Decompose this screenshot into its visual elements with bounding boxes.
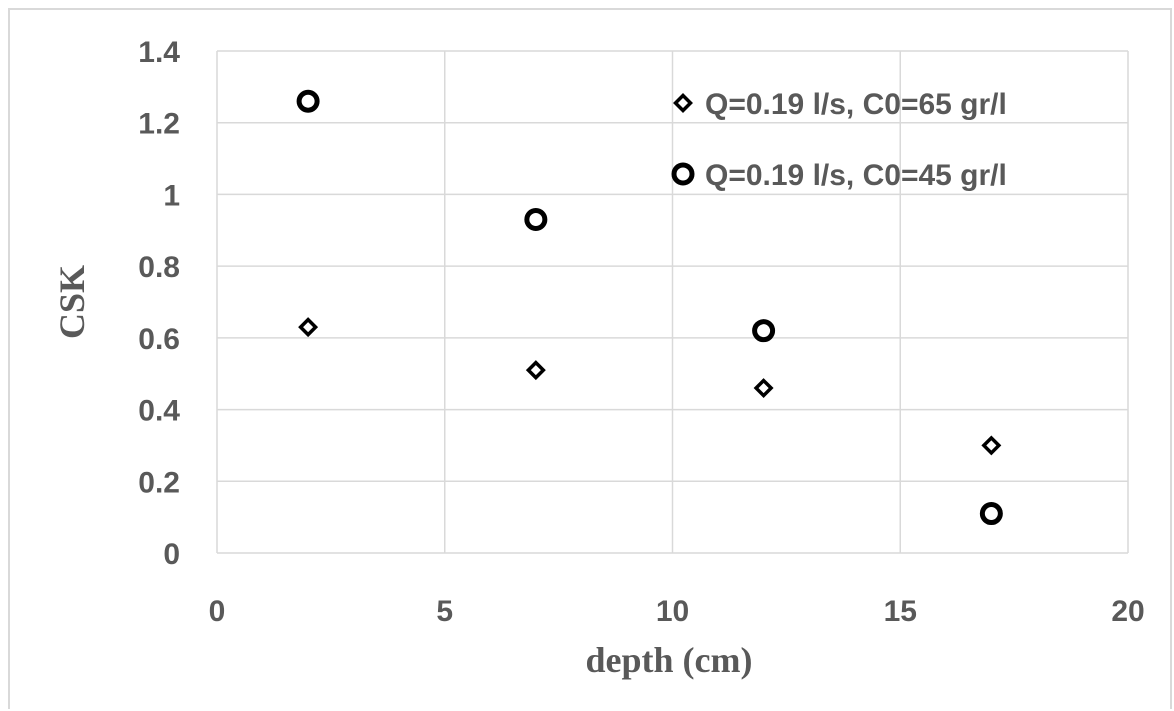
diamond-point bbox=[525, 360, 546, 381]
y-tick-label: 0 bbox=[163, 538, 180, 571]
y-tick-label: 0.8 bbox=[138, 251, 180, 284]
diamond-point bbox=[753, 378, 774, 399]
x-tick-label: 10 bbox=[656, 595, 689, 628]
x-tick-label: 15 bbox=[884, 595, 917, 628]
diamond-point bbox=[298, 317, 319, 338]
legend-label-0: Q=0.19 l/s, C0=65 gr/l bbox=[705, 88, 1007, 121]
y-axis-title: CSK bbox=[52, 265, 92, 339]
legend-item-1: Q=0.19 l/s, C0=45 gr/l bbox=[671, 159, 1007, 192]
x-axis-title: depth (cm) bbox=[586, 640, 753, 680]
circle-point bbox=[296, 89, 320, 113]
legend: Q=0.19 l/s, C0=65 gr/l Q=0.19 l/s, C0=45… bbox=[671, 88, 1007, 192]
circle-point bbox=[979, 502, 1003, 526]
circle-point bbox=[752, 319, 776, 343]
legend-diamond-marker bbox=[673, 93, 693, 113]
axes bbox=[216, 51, 1128, 554]
chart-frame bbox=[8, 8, 1172, 709]
x-tick-label: 0 bbox=[209, 595, 226, 628]
legend-circle-marker bbox=[671, 162, 695, 186]
tick-labels: 0 0.2 0.4 0.6 0.8 1 1.2 1.4 0 5 10 15 20 bbox=[138, 36, 1144, 628]
grid-lines bbox=[217, 50, 1129, 553]
y-tick-label: 1.4 bbox=[138, 36, 180, 69]
y-tick-label: 0.6 bbox=[138, 323, 180, 356]
legend-label-1: Q=0.19 l/s, C0=45 gr/l bbox=[705, 159, 1007, 192]
circle-point bbox=[524, 208, 548, 232]
x-tick-label: 5 bbox=[436, 595, 453, 628]
y-tick-label: 1 bbox=[163, 179, 180, 212]
data-points bbox=[296, 89, 1003, 526]
legend-item-0: Q=0.19 l/s, C0=65 gr/l bbox=[673, 88, 1007, 121]
x-tick-label: 20 bbox=[1111, 595, 1144, 628]
y-tick-label: 0.4 bbox=[138, 395, 180, 428]
diamond-point bbox=[981, 435, 1002, 456]
y-tick-label: 1.2 bbox=[138, 108, 180, 141]
y-tick-label: 0.2 bbox=[138, 466, 180, 499]
